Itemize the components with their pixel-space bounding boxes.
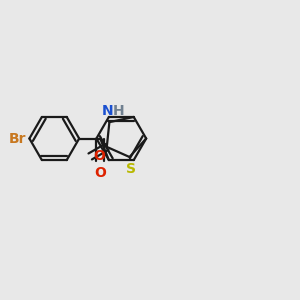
Text: O: O [94, 149, 106, 164]
Text: S: S [126, 162, 136, 176]
Text: Br: Br [9, 131, 26, 146]
Text: N: N [102, 104, 114, 118]
Text: H: H [113, 104, 124, 118]
Text: O: O [94, 166, 106, 180]
